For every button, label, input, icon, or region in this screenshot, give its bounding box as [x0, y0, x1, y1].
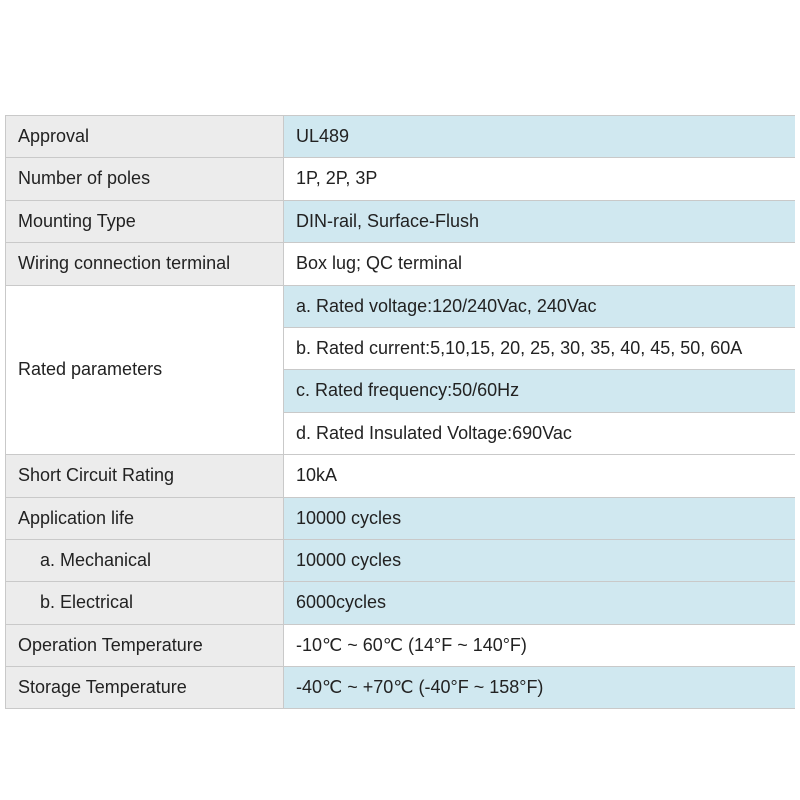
table-row: b. Electrical 6000cycles: [6, 582, 796, 624]
table-row: Number of poles 1P, 2P, 3P: [6, 158, 796, 200]
table-row: Short Circuit Rating 10kA: [6, 455, 796, 497]
cell-value: Box lug; QC terminal: [284, 243, 796, 285]
spec-table: Approval UL489 Number of poles 1P, 2P, 3…: [5, 115, 795, 709]
cell-label: Approval: [6, 116, 284, 158]
cell-value: 6000cycles: [284, 582, 796, 624]
cell-value: b. Rated current:5,10,15, 20, 25, 30, 35…: [284, 327, 796, 369]
table-row: Operation Temperature -10℃ ~ 60℃ (14°F ~…: [6, 624, 796, 666]
cell-label: Mounting Type: [6, 200, 284, 242]
cell-label: Number of poles: [6, 158, 284, 200]
cell-value: 10kA: [284, 455, 796, 497]
table-row: Wiring connection terminal Box lug; QC t…: [6, 243, 796, 285]
cell-value: -40℃ ~ +70℃ (-40°F ~ 158°F): [284, 667, 796, 709]
cell-label: Application life: [6, 497, 284, 539]
cell-value: a. Rated voltage:120/240Vac, 240Vac: [284, 285, 796, 327]
table-row: Rated parameters a. Rated voltage:120/24…: [6, 285, 796, 327]
table-row: Mounting Type DIN-rail, Surface-Flush: [6, 200, 796, 242]
cell-value: -10℃ ~ 60℃ (14°F ~ 140°F): [284, 624, 796, 666]
table-row: Application life 10000 cycles: [6, 497, 796, 539]
cell-value: 10000 cycles: [284, 539, 796, 581]
cell-label: Operation Temperature: [6, 624, 284, 666]
spec-table-container: Approval UL489 Number of poles 1P, 2P, 3…: [5, 115, 795, 709]
table-row: Approval UL489: [6, 116, 796, 158]
table-row: a. Mechanical 10000 cycles: [6, 539, 796, 581]
cell-value: 10000 cycles: [284, 497, 796, 539]
table-row: Storage Temperature -40℃ ~ +70℃ (-40°F ~…: [6, 667, 796, 709]
cell-label-sub: a. Mechanical: [6, 539, 284, 581]
cell-label: Storage Temperature: [6, 667, 284, 709]
cell-value: d. Rated Insulated Voltage:690Vac: [284, 412, 796, 454]
cell-value: DIN-rail, Surface-Flush: [284, 200, 796, 242]
cell-label-sub: b. Electrical: [6, 582, 284, 624]
cell-label: Wiring connection terminal: [6, 243, 284, 285]
cell-value: 1P, 2P, 3P: [284, 158, 796, 200]
cell-value: c. Rated frequency:50/60Hz: [284, 370, 796, 412]
cell-label: Short Circuit Rating: [6, 455, 284, 497]
cell-label-rated: Rated parameters: [6, 285, 284, 455]
cell-value: UL489: [284, 116, 796, 158]
